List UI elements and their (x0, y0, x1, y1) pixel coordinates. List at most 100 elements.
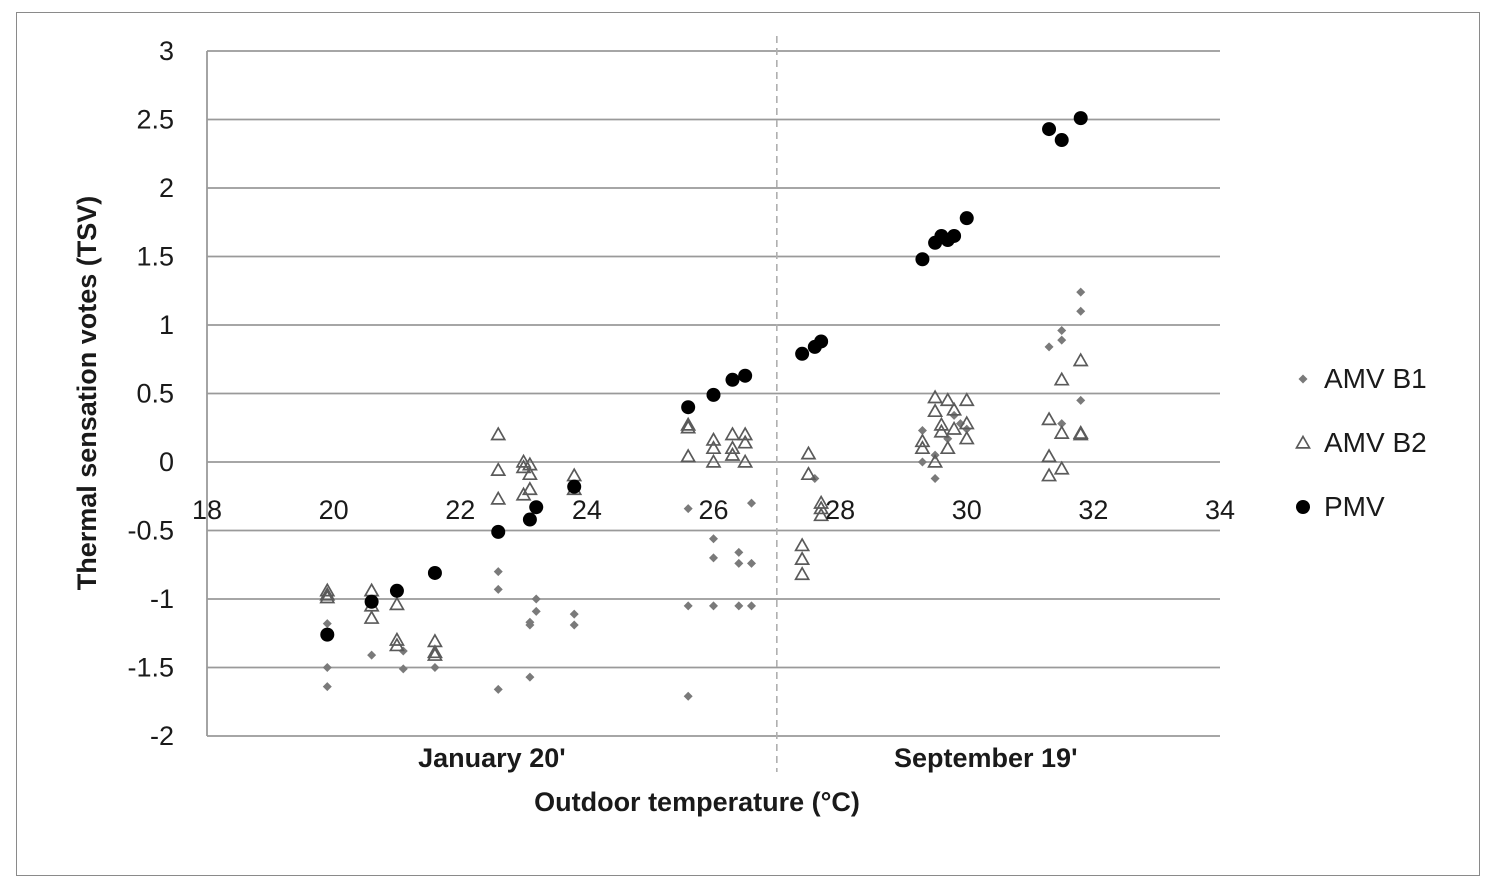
point-amv-b2 (933, 423, 950, 438)
point-amv-b1 (709, 601, 718, 611)
point-amv-b2 (958, 430, 975, 445)
point-amv-b2 (800, 445, 817, 460)
y-axis-title: Thermal sensation votes (TSV) (72, 196, 102, 591)
point-amv-b2 (566, 467, 583, 482)
point-pmv (427, 565, 442, 580)
point-amv-b1 (322, 682, 332, 692)
point-pmv (738, 368, 753, 383)
x-tick-label: 18 (192, 495, 222, 525)
period-label: January 20' (418, 743, 566, 773)
point-amv-b2 (490, 462, 507, 476)
x-tick-label: 26 (698, 495, 728, 525)
point-amv-b2 (1053, 371, 1070, 386)
x-tick-label: 30 (952, 495, 982, 525)
point-amv-b2 (1053, 460, 1070, 475)
point-amv-b2 (958, 415, 975, 430)
point-pmv (364, 594, 379, 609)
series-amv-b1 (322, 287, 1086, 701)
point-amv-b2 (800, 466, 817, 481)
point-amv-b1 (493, 684, 503, 694)
point-amv-b1 (1076, 395, 1086, 405)
point-amv-b1 (917, 425, 927, 435)
point-amv-b2 (705, 440, 722, 455)
y-tick-label: 2.5 (136, 105, 174, 135)
point-amv-b2 (724, 440, 741, 455)
y-tick-label: 0.5 (136, 379, 174, 409)
point-amv-b1 (683, 601, 693, 611)
point-pmv (947, 228, 962, 243)
point-amv-b1 (1044, 342, 1054, 352)
point-amv-b1 (1057, 419, 1067, 429)
point-pmv (681, 400, 696, 415)
point-amv-b2 (933, 416, 950, 431)
legend-marker-amv-b1 (1298, 374, 1308, 384)
point-amv-b1 (746, 558, 756, 568)
point-amv-b1 (322, 619, 332, 629)
point-pmv (491, 524, 506, 539)
point-amv-b2 (737, 434, 754, 449)
point-amv-b2 (794, 537, 811, 552)
point-amv-b2 (388, 637, 405, 652)
y-tick-label: 1 (159, 310, 174, 340)
point-amv-b2 (724, 426, 741, 441)
point-amv-b1 (683, 691, 693, 701)
point-amv-b2 (319, 586, 336, 601)
point-pmv (1054, 133, 1069, 148)
point-amv-b1 (569, 620, 579, 630)
point-amv-b1 (734, 547, 744, 557)
point-pmv (795, 346, 810, 361)
point-amv-b2 (946, 401, 963, 416)
point-amv-b2 (939, 392, 956, 407)
point-amv-b2 (927, 453, 944, 468)
point-amv-b1 (322, 663, 332, 672)
series-pmv (320, 111, 1088, 642)
point-amv-b2 (914, 440, 931, 455)
point-pmv (1042, 122, 1057, 137)
point-pmv (567, 479, 582, 494)
point-amv-b2 (927, 403, 944, 418)
point-amv-b1 (525, 672, 535, 682)
point-amv-b2 (363, 609, 380, 624)
axes (206, 36, 778, 772)
x-tick-label: 24 (572, 495, 602, 525)
point-amv-b2 (521, 481, 538, 496)
point-pmv (522, 512, 537, 527)
x-axis-title: Outdoor temperature (°C) (534, 787, 860, 817)
point-amv-b1 (917, 457, 927, 467)
legend-marker-amv-b2 (1295, 434, 1311, 449)
point-amv-b2 (680, 448, 697, 463)
legend-label-amv-b1: AMV B1 (1324, 363, 1427, 394)
x-tick-label: 28 (825, 495, 855, 525)
point-amv-b1 (734, 558, 744, 568)
point-amv-b2 (1041, 411, 1058, 426)
point-amv-b2 (737, 426, 754, 441)
y-tick-label: -2 (150, 721, 174, 751)
point-amv-b2 (1053, 425, 1070, 439)
point-amv-b1 (1057, 325, 1067, 335)
point-amv-b1 (525, 620, 535, 630)
point-amv-b2 (946, 420, 963, 435)
point-amv-b1 (1057, 335, 1067, 345)
point-amv-b1 (1076, 306, 1086, 316)
legend-label-pmv: PMV (1324, 491, 1385, 522)
x-tick-label: 22 (445, 495, 475, 525)
point-amv-b2 (1041, 448, 1058, 463)
x-tick-label: 32 (1078, 495, 1108, 525)
point-amv-b1 (930, 473, 940, 483)
y-tick-label: 0 (159, 447, 174, 477)
series-amv-b2 (319, 352, 1089, 661)
point-amv-b1 (493, 584, 503, 594)
point-amv-b2 (705, 431, 722, 446)
point-amv-b2 (319, 582, 336, 597)
point-amv-b2 (1072, 352, 1089, 367)
point-amv-b1 (367, 650, 377, 660)
point-amv-b1 (746, 498, 756, 508)
point-amv-b2 (794, 566, 811, 581)
point-pmv (320, 627, 335, 642)
point-amv-b1 (709, 553, 718, 563)
point-amv-b2 (927, 389, 944, 404)
point-amv-b2 (515, 453, 532, 468)
point-amv-b2 (813, 507, 830, 522)
y-tick-label: 3 (159, 36, 174, 66)
